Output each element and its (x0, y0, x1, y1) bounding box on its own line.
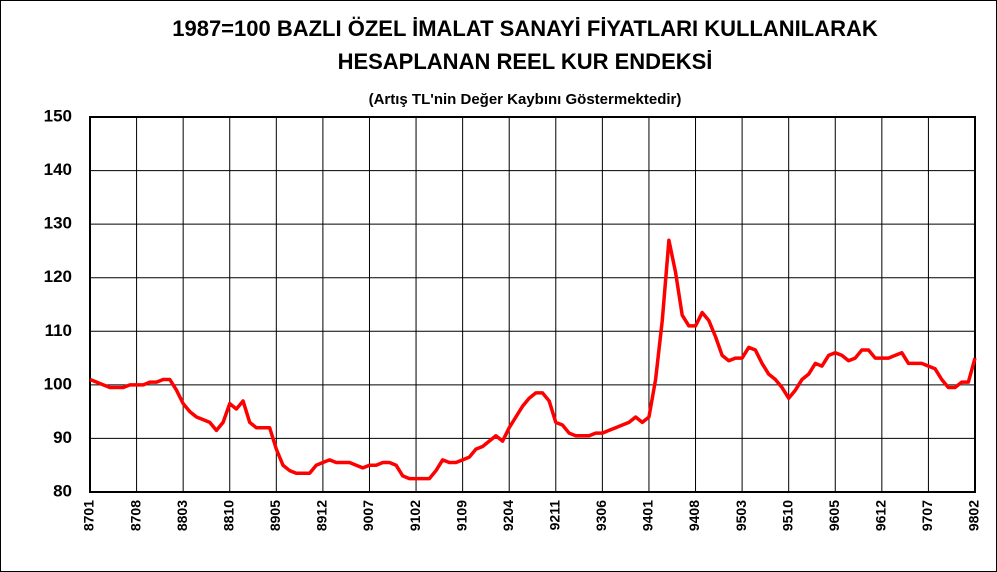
chart-title: 1987=100 BAZLI ÖZEL İMALAT SANAYİ FİYATL… (172, 16, 878, 41)
x-tick-label: 9605 (826, 500, 842, 531)
x-tick-label: 9510 (779, 500, 795, 531)
x-tick-label: 8912 (314, 500, 330, 531)
data-line (89, 238, 977, 481)
x-tick-label: 9802 (966, 500, 982, 531)
chart-title: HESAPLANAN REEL KUR ENDEKSİ (338, 49, 713, 74)
plot-border (89, 116, 976, 493)
y-tick-label: 90 (53, 428, 72, 447)
x-tick-label: 9102 (407, 500, 423, 531)
x-tick-label: 9007 (360, 500, 376, 531)
y-tick-label: 80 (53, 481, 72, 500)
chart-subtitle: (Artış TL'nin Değer Kaybını Göstermekted… (369, 91, 682, 108)
x-tick-label: 9401 (640, 500, 656, 531)
x-tick-label: 8810 (220, 500, 236, 531)
y-tick-label: 100 (44, 374, 72, 393)
x-tick-label: 9707 (919, 500, 935, 531)
x-tick-label: 8803 (174, 500, 190, 531)
y-tick-label: 120 (44, 267, 72, 286)
x-tick-label: 9109 (453, 500, 469, 531)
y-tick-label: 140 (44, 160, 72, 179)
y-tick-label: 130 (44, 214, 72, 233)
x-tick-label: 9306 (593, 500, 609, 531)
x-tick-label: 9408 (686, 500, 702, 531)
y-tick-label: 150 (44, 106, 72, 125)
x-tick-label: 8701 (81, 500, 97, 531)
x-tick-label: 8708 (127, 500, 143, 531)
x-tick-label: 9503 (733, 500, 749, 531)
x-tick-label: 9612 (873, 500, 889, 531)
y-tick-label: 110 (45, 321, 72, 340)
x-tick-label: 8905 (267, 500, 283, 531)
x-tick-label: 9204 (500, 500, 516, 531)
x-tick-label: 9211 (546, 500, 562, 531)
